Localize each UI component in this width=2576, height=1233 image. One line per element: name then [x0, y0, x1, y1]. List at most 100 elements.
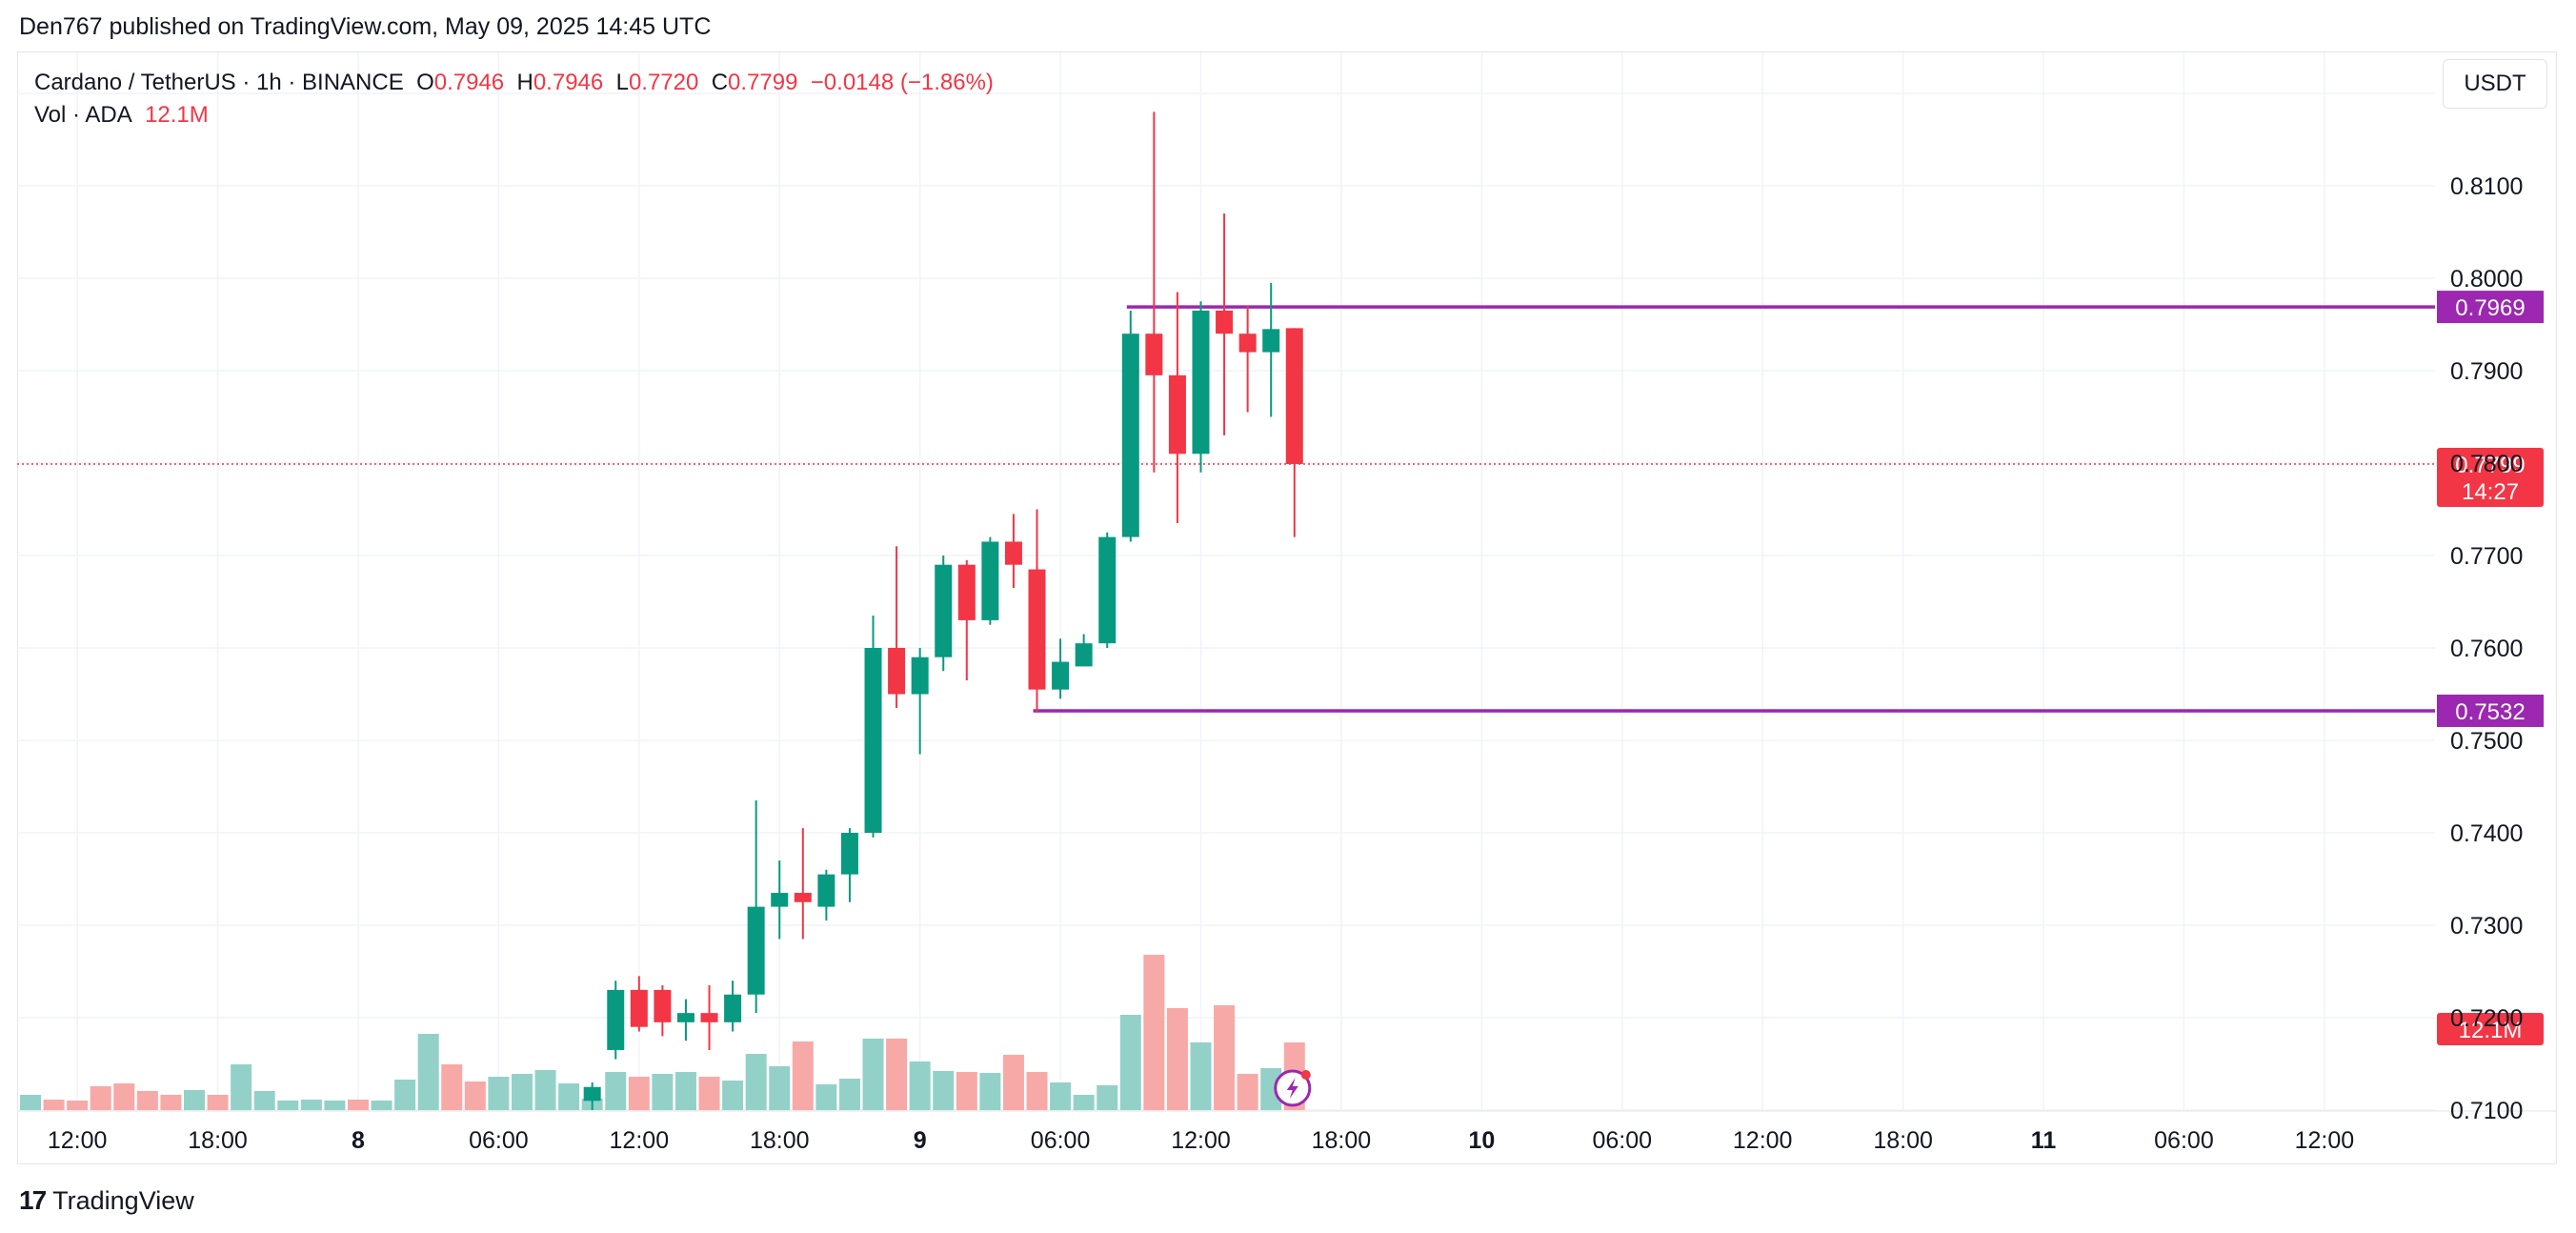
candle-body: [935, 564, 953, 657]
candle-body: [1004, 541, 1022, 565]
time-tick-label: 12:00: [1733, 1127, 1793, 1154]
volume-bar: [605, 1072, 627, 1110]
candle: [794, 828, 812, 940]
candle-body: [1145, 334, 1163, 375]
price-tick-label: 0.8000: [2450, 266, 2523, 293]
volume-bar: [838, 1079, 860, 1110]
candle: [630, 976, 648, 1032]
volume-bar: [300, 1100, 322, 1110]
volume-bar: [769, 1066, 791, 1110]
time-tick-label: 10: [1468, 1127, 1495, 1154]
tradingview-logo[interactable]: 17 TradingView: [19, 1185, 194, 1216]
legend-volume-value: 12.1M: [145, 102, 209, 128]
candle: [1285, 328, 1303, 537]
candle-body: [1216, 310, 1234, 334]
volume-bar: [1097, 1085, 1118, 1110]
time-tick-label: 06:00: [1592, 1127, 1652, 1154]
legend-high-label: H: [516, 70, 533, 95]
volume-bar: [1260, 1068, 1282, 1110]
legend-ohlc-row: Cardano / TetherUS · 1h · BINANCE O0.794…: [34, 67, 994, 99]
legend-symbol: Cardano / TetherUS · 1h · BINANCE: [34, 70, 404, 95]
volume-bar: [628, 1077, 650, 1110]
volume-bar: [20, 1095, 41, 1110]
volume-bar: [160, 1095, 182, 1110]
time-tick-label: 18:00: [1873, 1127, 1933, 1154]
volume-bar: [441, 1064, 463, 1110]
candle: [1075, 634, 1093, 667]
candle: [1098, 532, 1117, 648]
candle: [888, 546, 906, 709]
time-tick-label: 12:00: [1171, 1127, 1231, 1154]
candle-body: [630, 989, 648, 1027]
legend-close-label: C: [711, 70, 729, 95]
price-tick-label: 0.7500: [2450, 728, 2523, 755]
candle: [911, 648, 929, 755]
candle: [1262, 282, 1280, 417]
candle-layer: [583, 111, 1303, 1110]
candle: [700, 985, 718, 1050]
volume-bar: [43, 1100, 65, 1110]
grid-layer: [17, 52, 2557, 1112]
legend-close: 0.7799: [728, 70, 798, 95]
legend-low-label: L: [615, 70, 629, 95]
candle-body: [724, 994, 742, 1022]
candle: [654, 985, 672, 1037]
candle-body: [676, 1013, 694, 1022]
chart-frame[interactable]: [17, 51, 2557, 1164]
candle-body: [771, 893, 789, 907]
price-tick-label: 0.7800: [2450, 451, 2523, 477]
volume-bar: [956, 1072, 977, 1110]
chart-legend: Cardano / TetherUS · 1h · BINANCE O0.794…: [34, 67, 994, 131]
candle-body: [1168, 374, 1186, 455]
volume-bar: [253, 1091, 275, 1110]
volume-bar: [231, 1064, 252, 1110]
volume-bar: [67, 1101, 89, 1110]
legend-open-label: O: [416, 70, 434, 95]
price-tick-label: 0.7400: [2450, 820, 2523, 847]
level-price-label: 0.7532: [2455, 699, 2525, 725]
volume-bar: [534, 1070, 556, 1110]
tradingview-brand: TradingView: [52, 1185, 194, 1215]
lightning-icon-bolt: [1286, 1078, 1298, 1099]
volume-bar: [722, 1081, 744, 1110]
volume-bar: [792, 1041, 814, 1110]
candle-body: [817, 874, 835, 907]
candle: [1121, 310, 1139, 542]
candle-body: [1238, 334, 1257, 353]
volume-bar: [674, 1072, 696, 1110]
candle-body: [1052, 661, 1070, 690]
volume-bar: [207, 1095, 229, 1110]
candle-body: [700, 1013, 718, 1022]
volume-bar: [1050, 1082, 1072, 1110]
legend-volume-label: Vol · ADA: [34, 102, 132, 128]
currency-button[interactable]: USDT: [2443, 59, 2547, 109]
candle-body: [1262, 329, 1280, 353]
volume-bar: [1119, 1015, 1141, 1110]
time-tick-label: 11: [2031, 1127, 2057, 1154]
volume-bar: [698, 1077, 720, 1110]
candle-body: [607, 989, 625, 1050]
legend-low: 0.7720: [628, 70, 699, 95]
time-axis: 12:00 18:00 8 06:00 12:00 18:00 9 06:00 12:00 18:…: [48, 1127, 2354, 1154]
volume-bar: [1026, 1072, 1048, 1110]
volume-bar: [933, 1071, 955, 1110]
candle-body: [957, 564, 976, 620]
candle-body: [1285, 328, 1303, 464]
time-tick-label: 12:00: [610, 1127, 670, 1154]
level-price-tag: [2437, 291, 2544, 324]
candle-body: [1192, 310, 1210, 455]
volume-bar: [488, 1077, 510, 1110]
candle-body: [583, 1086, 601, 1102]
volume-bar: [979, 1073, 1001, 1110]
volume-bar: [417, 1034, 439, 1110]
volume-bar: [1237, 1074, 1258, 1110]
candle: [1052, 638, 1070, 699]
candle: [771, 860, 789, 940]
volume-bar: [90, 1086, 111, 1110]
candle-body: [654, 989, 672, 1022]
lightning-icon-dot: [1300, 1070, 1311, 1080]
candle: [747, 800, 765, 1014]
time-tick-label: 12:00: [2295, 1127, 2355, 1154]
